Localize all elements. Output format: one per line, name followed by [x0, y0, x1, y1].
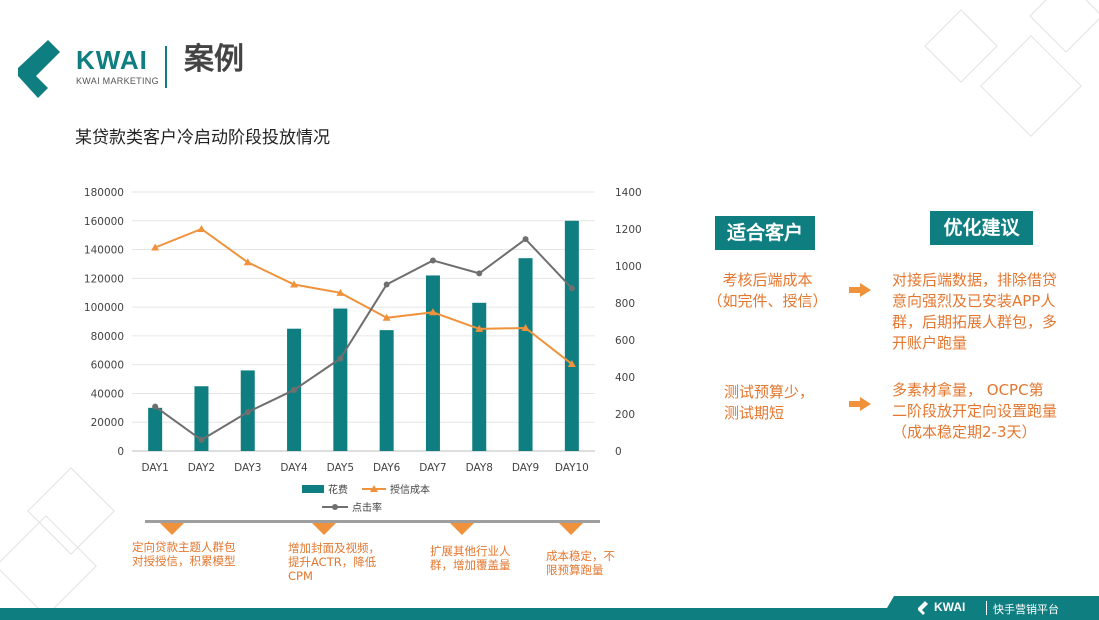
- x-axis-tick-label: DAY2: [188, 462, 215, 474]
- advice-item-1: 对接后端数据，排除借贷 意向强烈及已安装APP人 群，后期拓展人群包，多 开账户…: [892, 271, 1058, 352]
- kwai-logo-icon: [18, 40, 60, 98]
- bar-spend: [472, 302, 487, 451]
- timeline-note-4: 成本稳定，不 限预算跑量: [546, 549, 615, 577]
- right-axis-tick-label: 1400: [615, 187, 642, 199]
- bar-spend: [564, 220, 579, 451]
- legend-marker-credit-cost: [370, 485, 378, 492]
- line-ctr: [154, 237, 573, 442]
- point-credit-cost: [243, 258, 252, 266]
- point-ctr: [244, 409, 251, 416]
- header-divider: [165, 46, 167, 88]
- timeline-line: [145, 520, 600, 523]
- footer-logo-text: KWAI: [934, 600, 966, 614]
- chart-subtitle: 某贷款类客户冷启动阶段投放情况: [75, 128, 330, 148]
- x-axis-tick-label: DAY9: [512, 462, 539, 474]
- x-axis-tick-label: DAY3: [234, 462, 261, 474]
- advice-item-2: 多素材拿量， OCPC第 二阶段放开定向设置跑量 （成本稳定期2-3天）: [892, 381, 1058, 441]
- left-axis-tick-label: 120000: [84, 273, 124, 285]
- footer-bar: [0, 608, 1099, 620]
- bar-spend: [148, 407, 163, 451]
- x-axis-tick-label: DAY10: [555, 462, 589, 474]
- point-credit-cost: [151, 243, 160, 251]
- point-credit-cost: [197, 225, 206, 232]
- point-credit-cost: [336, 288, 345, 296]
- point-credit-cost: [382, 313, 391, 321]
- footer-logo-icon: [918, 601, 928, 615]
- legend-label-ctr: 点击率: [352, 501, 382, 514]
- decor-diamond-1: [924, 9, 998, 83]
- left-axis-tick-label: 80000: [91, 331, 124, 343]
- logo-text: KWAI: [76, 45, 148, 75]
- bar-spend: [194, 386, 209, 451]
- footer-separator: [986, 601, 987, 615]
- right-axis-tick-label: 1000: [615, 261, 642, 273]
- x-axis-tick-label: DAY7: [419, 462, 446, 474]
- left-axis-tick-label: 160000: [84, 216, 124, 228]
- point-ctr: [152, 403, 159, 410]
- page-title: 案例: [184, 42, 244, 77]
- timeline-note-1: 定向贷款主题人群包 对授授信，积累模型: [132, 540, 236, 568]
- right-axis-tick-label: 400: [615, 372, 635, 384]
- bar-spend: [518, 258, 533, 451]
- legend-label-spend: 花费: [328, 483, 348, 496]
- right-axis-tick-label: 200: [615, 409, 635, 421]
- left-axis-tick-label: 100000: [84, 302, 124, 314]
- left-axis-tick-label: 0: [117, 446, 124, 458]
- bar-spend: [333, 308, 348, 451]
- point-ctr: [429, 257, 436, 264]
- point-credit-cost: [428, 308, 437, 316]
- legend-label-credit-cost: 授信成本: [390, 483, 430, 496]
- bar-spend: [425, 275, 440, 451]
- line-credit-cost: [154, 227, 573, 365]
- right-axis-tick-label: 0: [615, 446, 622, 458]
- point-ctr: [337, 355, 344, 362]
- arrow-right-icon: [849, 397, 871, 411]
- arrow-right-icon: [849, 283, 871, 297]
- x-axis-tick-label: DAY4: [280, 462, 308, 474]
- point-ctr: [383, 281, 390, 288]
- timeline-marker-icon: [312, 523, 336, 535]
- point-ctr: [198, 436, 205, 443]
- footer-text: 快手营销平台: [993, 603, 1059, 616]
- timeline-marker-icon: [559, 523, 583, 535]
- advice-badge: 优化建议: [930, 211, 1033, 245]
- point-ctr: [476, 270, 483, 277]
- legend-marker-ctr: [332, 504, 338, 510]
- right-axis-tick-label: 600: [615, 335, 635, 347]
- x-axis-tick-label: DAY5: [327, 462, 354, 474]
- left-axis-tick-label: 140000: [84, 245, 124, 257]
- suitable-item-2: 测试预算少， 测试期短: [724, 383, 815, 422]
- timeline-note-2: 增加封面及视频， 提升ACTR，降低 CPM: [288, 541, 380, 583]
- x-axis-tick-label: DAY8: [466, 462, 493, 474]
- footer-tab: [880, 596, 1099, 620]
- right-axis-tick-label: 1200: [615, 224, 642, 236]
- left-axis-tick-label: 40000: [91, 388, 124, 400]
- combo-chart: 0 20000 40000 60000 80000 100000 120000 140000 1…: [84, 187, 642, 514]
- legend-swatch-spend: [302, 485, 324, 493]
- left-axis-tick-label: 60000: [91, 360, 124, 372]
- point-ctr: [522, 236, 529, 243]
- right-axis-tick-label: 800: [615, 298, 635, 310]
- point-ctr: [568, 285, 575, 292]
- suitable-customer-badge: 适合客户: [715, 216, 815, 250]
- logo-subtitle: KWAI MARKETING: [76, 76, 159, 86]
- x-axis-tick-label: DAY1: [141, 462, 168, 474]
- point-credit-cost: [290, 280, 299, 288]
- suitable-item-1: 考核后端成本 （如完件、授信）: [707, 271, 828, 310]
- timeline-marker-icon: [160, 523, 184, 535]
- timeline-marker-icon: [450, 523, 474, 535]
- x-axis-tick-label: DAY6: [373, 462, 401, 474]
- bar-spend: [379, 330, 394, 451]
- point-credit-cost: [475, 324, 484, 332]
- point-ctr: [291, 386, 298, 393]
- point-credit-cost: [521, 323, 530, 331]
- timeline-note-3: 扩展其他行业人 群，增加覆盖量: [430, 544, 511, 572]
- left-axis-tick-label: 20000: [91, 417, 124, 429]
- left-axis-tick-label: 180000: [84, 187, 124, 199]
- point-credit-cost: [567, 360, 576, 368]
